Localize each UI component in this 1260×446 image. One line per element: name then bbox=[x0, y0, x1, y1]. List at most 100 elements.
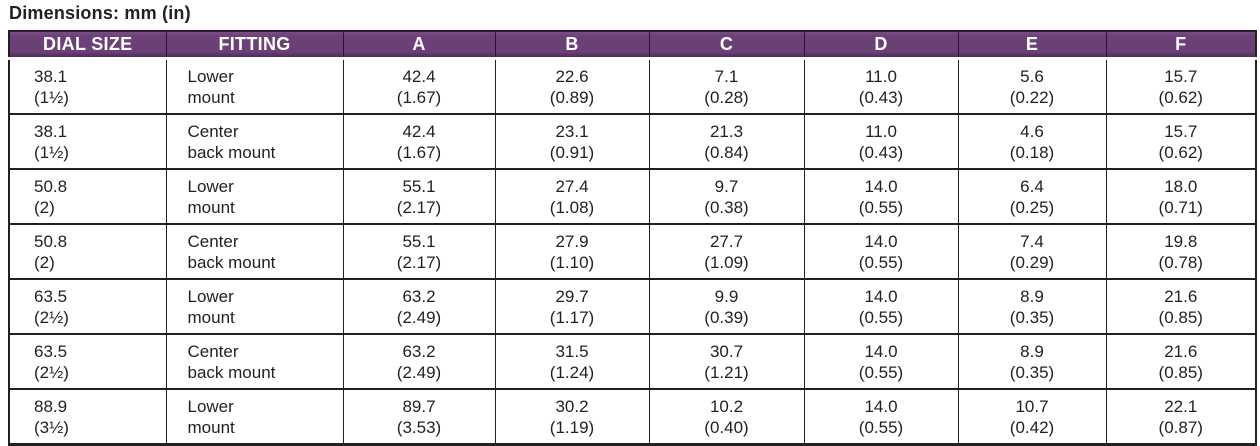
value-mm: 50.8 bbox=[34, 231, 68, 251]
value-mm: 30.2 bbox=[555, 396, 589, 416]
value-mm: 50.8 bbox=[34, 176, 68, 196]
dimension-cell-d: 14.0 (0.55) bbox=[803, 333, 958, 389]
dimension-cell-e: 8.9 (0.35) bbox=[957, 278, 1106, 334]
value-in: (2.49) bbox=[396, 307, 442, 327]
dimension-cell-d: 14.0 (0.55) bbox=[803, 388, 958, 445]
value-in: (1½) bbox=[34, 87, 69, 107]
table-row: 88.9 (3½) Lower mount 89.7 (3.53) 30.2 (1.19) 10… bbox=[9, 388, 1256, 445]
table-row: 63.5 (2½) Center back mount 63.2 (2.49) 31.5 (1… bbox=[9, 333, 1256, 389]
header-row: DIAL SIZE FITTING A B C D E F bbox=[9, 30, 1256, 60]
value-mm: 10.2 bbox=[709, 396, 744, 416]
dimension-cell-a: 55.1 (2.17) bbox=[342, 223, 495, 279]
fitting-cell: Lower mount bbox=[165, 278, 343, 334]
value-mm: 14.0 bbox=[864, 176, 898, 196]
value-in: (1.24) bbox=[549, 362, 595, 382]
column-header-dial-size: DIAL SIZE bbox=[9, 30, 166, 60]
dimension-cell-c: 7.1 (0.28) bbox=[648, 58, 804, 114]
dimension-cell-b: 27.9 (1.10) bbox=[494, 223, 649, 279]
value-in: (2.17) bbox=[396, 252, 442, 272]
value-in: (0.38) bbox=[704, 197, 749, 217]
value-mm: 21.6 bbox=[1164, 341, 1198, 361]
value-in: (0.18) bbox=[1009, 142, 1055, 162]
value-in: (1.17) bbox=[549, 307, 595, 327]
dimension-cell-f: 15.7 (0.62) bbox=[1105, 113, 1256, 169]
value-mm: 29.7 bbox=[555, 286, 589, 306]
value-mm: 8.9 bbox=[1020, 286, 1044, 306]
dimension-cell-c: 30.7 (1.21) bbox=[648, 333, 804, 389]
value-mm: 38.1 bbox=[34, 66, 68, 86]
dimension-cell-b: 29.7 (1.17) bbox=[494, 278, 649, 334]
value-mm: 10.7 bbox=[1015, 396, 1049, 416]
value-mm: 63.2 bbox=[402, 286, 436, 306]
dimension-cell-c: 27.7 (1.09) bbox=[648, 223, 804, 279]
value-mm: 31.5 bbox=[555, 341, 589, 361]
value-in: (1.10) bbox=[549, 252, 595, 272]
value-mm: 27.4 bbox=[555, 176, 589, 196]
dimension-cell-a: 42.4 (1.67) bbox=[342, 113, 495, 169]
value-in: (3½) bbox=[34, 417, 69, 437]
dimension-cell-f: 22.1 (0.87) bbox=[1105, 388, 1256, 445]
value-in: (0.89) bbox=[549, 87, 595, 107]
dimension-cell-f: 18.0 (0.71) bbox=[1105, 168, 1256, 224]
dial-size-cell: 50.8 (2) bbox=[9, 223, 166, 279]
column-header-d: D bbox=[803, 30, 958, 60]
value-mm: 42.4 bbox=[402, 66, 436, 86]
dimension-cell-c: 21.3 (0.84) bbox=[648, 113, 804, 169]
value-in: (0.40) bbox=[704, 417, 749, 437]
value-mm: 15.7 bbox=[1164, 66, 1198, 86]
dimension-cell-e: 6.4 (0.25) bbox=[957, 168, 1106, 224]
dimensions-table: DIAL SIZE FITTING A B C D E F 38.1 (1½) Lower moun… bbox=[8, 30, 1257, 446]
table-row: 63.5 (2½) Lower mount 63.2 (2.49) 29.7 (1.17) 9.… bbox=[9, 278, 1256, 334]
value-mm: 14.0 bbox=[864, 341, 898, 361]
value-in: (2.49) bbox=[396, 362, 442, 382]
dimension-cell-d: 14.0 (0.55) bbox=[803, 168, 958, 224]
dimension-cell-b: 31.5 (1.24) bbox=[494, 333, 649, 389]
value-mm: 14.0 bbox=[864, 231, 898, 251]
value-in: (0.42) bbox=[1009, 417, 1055, 437]
fitting-cell: Center back mount bbox=[165, 223, 343, 279]
dimension-cell-f: 21.6 (0.85) bbox=[1105, 278, 1256, 334]
value-mm: 63.5 bbox=[34, 286, 68, 306]
dial-size-cell: 63.5 (2½) bbox=[9, 278, 166, 334]
value-mm: 7.1 bbox=[714, 66, 739, 86]
value-mm: 6.4 bbox=[1020, 176, 1044, 196]
value-in: (0.35) bbox=[1009, 307, 1055, 327]
dimension-cell-a: 55.1 (2.17) bbox=[342, 168, 495, 224]
value-in: (0.43) bbox=[858, 87, 904, 107]
value-mm: 5.6 bbox=[1020, 66, 1044, 86]
value-in: (0.35) bbox=[1009, 362, 1055, 382]
fitting-text-line: Lower bbox=[187, 176, 234, 196]
column-header-e: E bbox=[957, 30, 1106, 60]
dimension-cell-c: 10.2 (0.40) bbox=[648, 388, 804, 445]
fitting-cell: Lower mount bbox=[165, 388, 343, 445]
value-in: (1½) bbox=[34, 142, 69, 162]
value-mm: 21.6 bbox=[1164, 286, 1198, 306]
dimension-cell-a: 63.2 (2.49) bbox=[342, 278, 495, 334]
value-mm: 88.9 bbox=[34, 396, 68, 416]
value-mm: 22.1 bbox=[1164, 396, 1198, 416]
value-in: (0.71) bbox=[1158, 197, 1203, 217]
dimension-cell-e: 8.9 (0.35) bbox=[957, 333, 1106, 389]
value-mm: 38.1 bbox=[34, 121, 68, 141]
value-mm: 9.9 bbox=[714, 286, 739, 306]
value-mm: 22.6 bbox=[555, 66, 589, 86]
dial-size-cell: 50.8 (2) bbox=[9, 168, 166, 224]
value-in: (0.29) bbox=[1009, 252, 1055, 272]
value-mm: 55.1 bbox=[402, 231, 436, 251]
value-mm: 4.6 bbox=[1020, 121, 1044, 141]
value-mm: 30.7 bbox=[709, 341, 744, 361]
value-mm: 8.9 bbox=[1020, 341, 1044, 361]
dial-size-cell: 38.1 (1½) bbox=[9, 113, 166, 169]
dial-size-cell: 38.1 (1½) bbox=[9, 59, 166, 115]
dimension-cell-b: 22.6 (0.89) bbox=[494, 58, 649, 114]
dimension-cell-f: 19.8 (0.78) bbox=[1105, 223, 1256, 279]
table-body: 38.1 (1½) Lower mount 42.4 (1.67) 22.6 (0.89) 7.… bbox=[9, 58, 1256, 445]
value-in: (0.55) bbox=[858, 307, 904, 327]
page-title: Dimensions: mm (in) bbox=[9, 3, 191, 23]
value-in: (2) bbox=[34, 197, 55, 217]
value-mm: 23.1 bbox=[555, 121, 589, 141]
fitting-text-line: Lower bbox=[187, 286, 234, 306]
value-mm: 21.3 bbox=[709, 121, 744, 141]
value-in: (0.28) bbox=[704, 87, 749, 107]
value-in: (0.84) bbox=[704, 142, 749, 162]
